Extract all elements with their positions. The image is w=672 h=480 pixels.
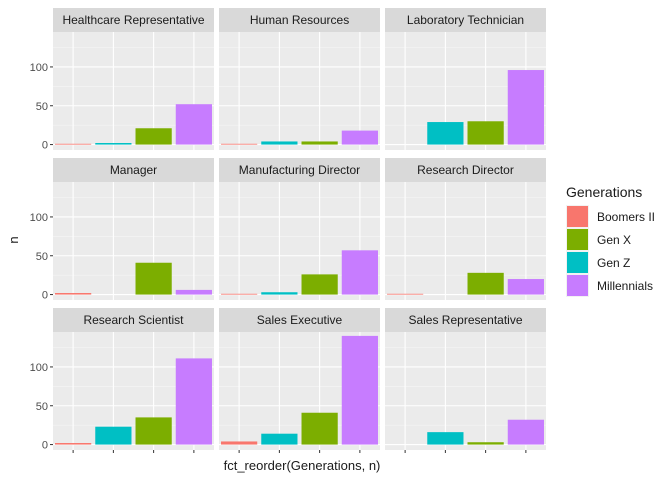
bar-gen-x — [467, 121, 504, 145]
bar-boomers-ii — [387, 293, 424, 295]
legend-key-gen-z — [567, 252, 588, 273]
facet-panel: Sales Executive — [219, 308, 380, 453]
y-tick-label: 100 — [30, 62, 48, 74]
facet-strip — [53, 8, 214, 32]
bar-gen-x — [467, 442, 504, 445]
facet-title: Healthcare Representative — [62, 13, 204, 27]
bar-millennials — [341, 335, 378, 445]
bar-boomers-ii — [55, 143, 92, 145]
facet-title: Research Director — [417, 163, 514, 177]
bar-boomers-ii — [55, 293, 92, 295]
bar-millennials — [175, 358, 212, 445]
legend-label: Gen Z — [597, 256, 630, 270]
facet-strip — [219, 158, 380, 182]
y-tick-label: 0 — [42, 140, 48, 152]
facet-panel: Healthcare Representative 0 50 100 — [30, 8, 214, 152]
bar-millennials — [341, 250, 378, 295]
facet-title: Sales Representative — [408, 313, 522, 327]
bar-gen-x — [135, 262, 172, 295]
facet-title: Manufacturing Director — [239, 163, 360, 177]
facet-title: Manager — [110, 163, 157, 177]
legend: Generations Boomers II Gen X Gen Z Millennia… — [566, 184, 655, 297]
facet-panel: Sales Representative — [385, 308, 546, 453]
facet-strip — [219, 308, 380, 332]
y-tick-label: 100 — [30, 212, 48, 224]
legend-label: Millennials — [597, 279, 653, 293]
y-tick-label: 50 — [36, 401, 48, 413]
facet-strip — [53, 158, 214, 182]
legend-label: Gen X — [597, 233, 631, 247]
bar-gen-z — [95, 143, 132, 145]
bar-gen-x — [301, 274, 338, 295]
facet-panel: Manager 0 50 100 — [30, 158, 214, 302]
facet-strip — [385, 158, 546, 182]
facet-panel: Research Director — [385, 158, 546, 300]
facet-panel: Research Scientist 0 50 100 — [30, 308, 214, 453]
facet-strip — [385, 8, 546, 32]
bar-millennials — [507, 419, 544, 445]
facet-strip — [385, 308, 546, 332]
y-tick-label: 50 — [36, 251, 48, 263]
y-tick-label: 50 — [36, 101, 48, 113]
bar-gen-z — [427, 122, 464, 145]
bar-gen-z — [261, 433, 298, 445]
legend-label: Boomers II — [597, 210, 655, 224]
bar-boomers-ii — [221, 143, 258, 145]
facet-panel: Laboratory Technician — [385, 8, 546, 150]
bar-gen-z — [261, 292, 298, 295]
legend-key-gen-x — [567, 229, 588, 250]
legend-title: Generations — [566, 184, 642, 200]
bar-millennials — [507, 70, 544, 145]
bar-gen-x — [301, 141, 338, 145]
facet-title: Laboratory Technician — [407, 13, 524, 27]
legend-key-millennials — [567, 275, 588, 296]
bar-millennials — [175, 289, 212, 295]
bar-gen-z — [261, 141, 298, 145]
facet-title: Research Scientist — [83, 313, 184, 327]
legend-key-boomers-ii — [567, 206, 588, 227]
bar-gen-x — [467, 272, 504, 295]
y-tick-label: 100 — [30, 362, 48, 374]
bar-millennials — [175, 104, 212, 145]
facet-title: Human Resources — [250, 13, 349, 27]
y-axis-title: n — [6, 236, 21, 243]
facet-strip — [53, 308, 214, 332]
bar-boomers-ii — [221, 441, 258, 445]
bar-boomers-ii — [55, 443, 92, 445]
bar-gen-z — [427, 432, 464, 445]
y-tick-label: 0 — [42, 440, 48, 452]
bar-boomers-ii — [221, 293, 258, 295]
x-axis-title: fct_reorder(Generations, n) — [224, 458, 381, 473]
bar-millennials — [507, 279, 544, 295]
facet-strip — [219, 8, 380, 32]
panel-background — [219, 32, 380, 150]
facet-panel: Human Resources — [219, 8, 380, 150]
bar-gen-z — [95, 426, 132, 445]
facet-title: Sales Executive — [257, 313, 343, 327]
y-tick-label: 0 — [42, 290, 48, 302]
bar-gen-x — [135, 417, 172, 445]
facet-panel: Manufacturing Director — [219, 158, 380, 300]
bar-gen-x — [135, 128, 172, 145]
panel-background — [53, 182, 214, 300]
bar-gen-x — [301, 412, 338, 445]
bar-millennials — [341, 130, 378, 145]
